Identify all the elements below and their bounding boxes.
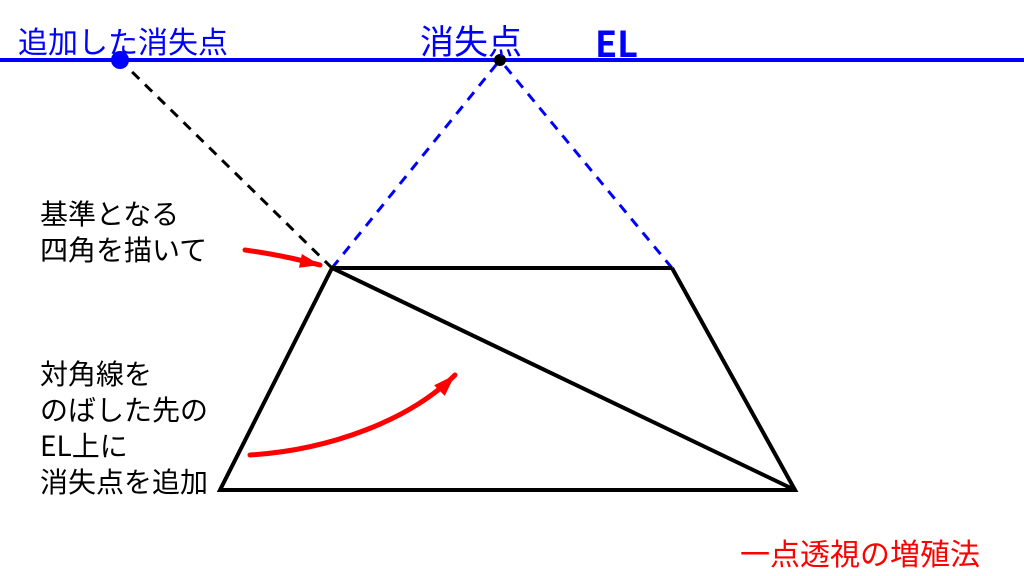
- outer-trapezoid: [220, 268, 795, 490]
- title: 一点透視の増殖法: [740, 530, 980, 574]
- diagonal: [332, 268, 795, 490]
- arrow-to-diagonal: [250, 375, 455, 455]
- note-diagonal: 対角線を のばした先の EL上に 消失点を追加: [40, 355, 208, 499]
- label-main-vp: 消失点: [420, 15, 522, 64]
- dash-to-main-vp-right: [500, 60, 672, 268]
- note-base-square: 基準となる 四角を描いて: [40, 195, 207, 267]
- label-added-vp: 追加した消失点: [18, 18, 228, 62]
- dash-to-main-vp-left: [332, 60, 500, 268]
- label-el: EL: [595, 16, 638, 68]
